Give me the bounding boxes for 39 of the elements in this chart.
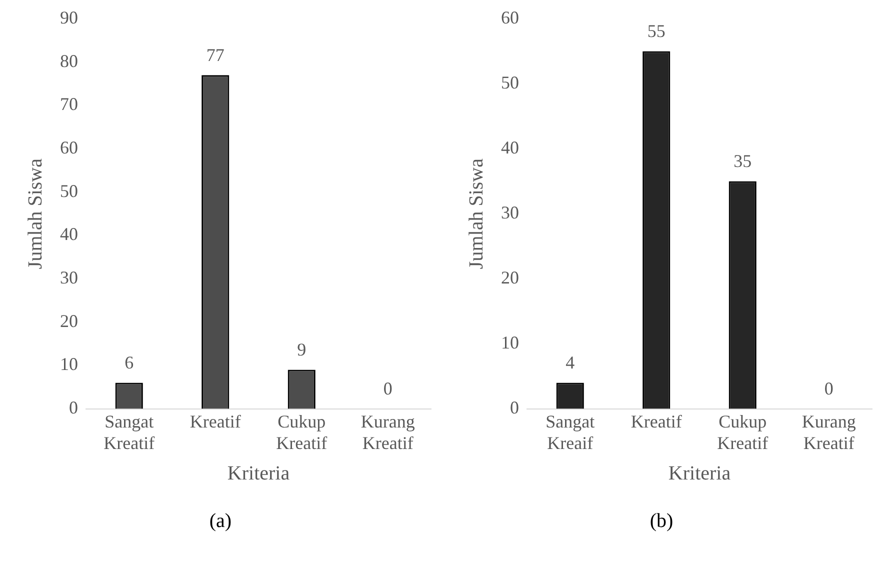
y-tick-label: 0	[510, 398, 519, 418]
y-tick-label: 80	[60, 50, 78, 71]
y-tick-label: 40	[60, 224, 78, 244]
x-tick-label: Sangat Kreaif	[546, 411, 595, 453]
x-tick-label: Kreatif	[190, 411, 241, 432]
data-label: 55	[647, 21, 666, 42]
y-tick-label: 30	[501, 202, 519, 223]
x-tick-label: Cukup Kreatif	[717, 411, 768, 453]
y-tick-label: 20	[60, 310, 78, 331]
y-tick-label: 60	[501, 8, 519, 28]
text: (a)	[208, 510, 233, 533]
text: (b)	[648, 510, 674, 533]
y-tick-label: 20	[501, 268, 519, 288]
y-tick-label: 30	[60, 268, 78, 288]
data-label: 77	[206, 44, 224, 65]
y-tick-label: 60	[60, 138, 78, 158]
data-label: 35	[734, 151, 752, 172]
x-tick-label: Kreatif	[630, 411, 682, 432]
y-tick-label: 50	[501, 72, 519, 93]
y-axis-title: Jumlah Siswa	[24, 158, 46, 270]
data-label: 6	[124, 352, 134, 373]
y-tick-label: 90	[60, 8, 78, 28]
data-label: 9	[297, 340, 306, 360]
x-tick-label: Sangat Kreatif	[104, 411, 155, 453]
y-tick-label: 50	[60, 180, 78, 201]
data-label: 0	[383, 378, 392, 399]
y-tick-label: 40	[501, 138, 519, 158]
y-tick-label: 0	[69, 398, 78, 418]
data-label: 0	[824, 378, 834, 399]
y-tick-label: 10	[60, 354, 78, 374]
x-tick-label: Kurang Kreatif	[802, 411, 856, 453]
x-axis-title: Kriteria	[227, 462, 290, 484]
x-tick-label: Cukup Kreatif	[276, 411, 328, 453]
y-tick-label: 10	[501, 332, 519, 353]
x-tick-label: Kurang Kreatif	[360, 411, 415, 453]
y-axis-title: Jumlah Siswa	[465, 158, 488, 270]
y-tick-label: 70	[60, 94, 78, 114]
x-axis-title: Kriteria	[668, 462, 731, 484]
data-label: 4	[566, 352, 575, 373]
